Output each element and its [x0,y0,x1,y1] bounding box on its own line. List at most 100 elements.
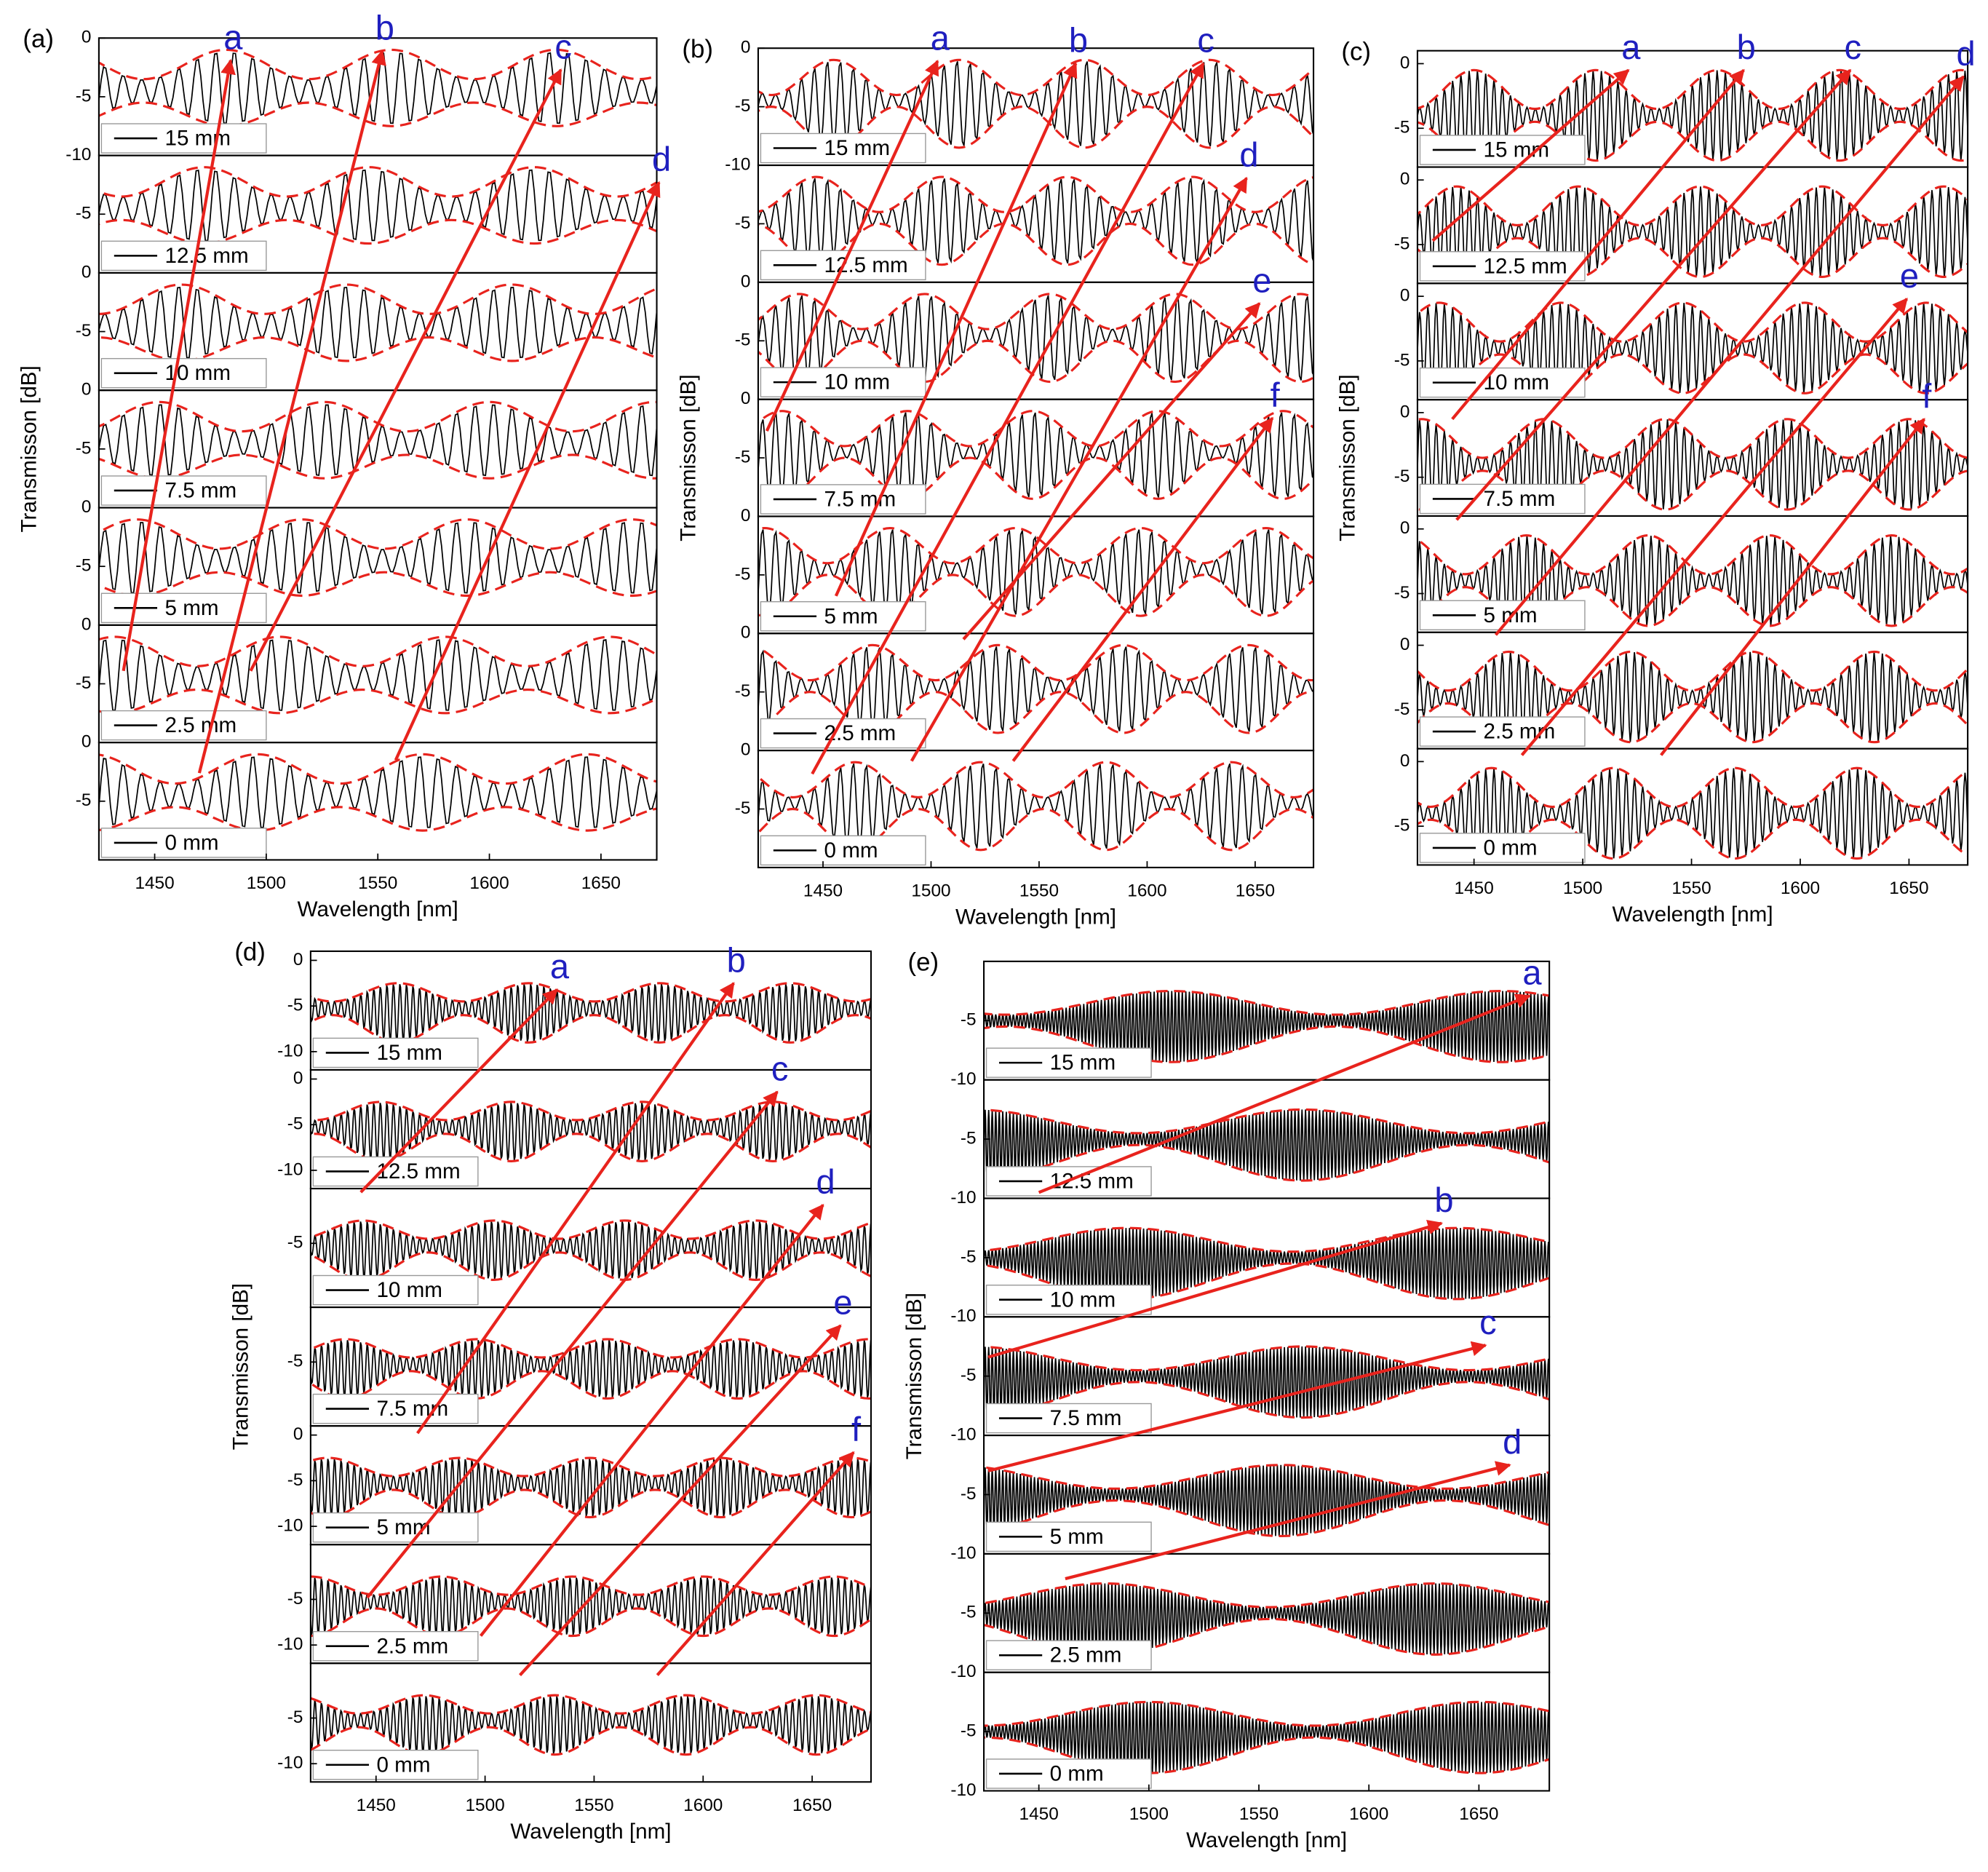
arrow [1660,418,1925,756]
annotation-label: b [727,940,746,979]
subplot [1417,185,1968,279]
envelope-upper [310,1575,871,1596]
subplot [1417,766,1968,860]
annotation-label: c [1844,28,1861,66]
annotation-label: b [375,9,394,47]
y-axis-label: Transmisson [dB] [17,365,41,532]
x-tick-label: 1650 [581,873,621,893]
y-tick-label: -5 [735,798,751,818]
legend-box [760,835,926,866]
annotation-label: a [1522,953,1542,992]
y-tick-label: 0 [81,262,92,282]
envelope-lower [310,1607,871,1638]
y-tick-label: 0 [293,950,303,969]
envelope-upper [310,1100,871,1122]
legend-label: 0 mm [824,838,878,862]
arrow [962,302,1261,640]
fringe-trace [310,1221,871,1280]
y-tick-label: 0 [741,623,751,643]
arrow [834,62,1078,597]
envelope-upper [310,1456,871,1478]
subplot [984,1700,1550,1774]
arrow [366,1090,779,1599]
envelope-upper [984,1464,1550,1490]
fringe-trace [1417,419,1968,509]
y-tick-label: -5 [1394,816,1410,836]
legend-label: 7.5 mm [165,479,237,503]
x-tick-label: 1550 [1019,881,1059,900]
legend-label: 5 mm [165,596,219,620]
legend-label: 10 mm [376,1278,442,1302]
x-tick-label: 1600 [469,873,509,893]
envelope-upper [310,1219,871,1240]
legend-label: 15 mm [376,1041,442,1065]
annotation-label: c [771,1050,789,1088]
y-tick-label: -5 [961,1010,977,1030]
fringe-trace [984,1702,1550,1774]
x-tick-label: 1600 [1781,879,1820,898]
y-tick-label: -10 [277,1041,303,1060]
envelope-upper [984,1345,1550,1372]
annotation-label: a [550,947,570,985]
y-tick-label: -5 [76,204,92,223]
subplot [98,48,657,127]
x-tick-label: 1550 [358,873,397,893]
y-tick-label: -5 [76,86,92,106]
envelope-lower [984,1617,1550,1656]
y-tick-label: -10 [277,1753,303,1773]
y-tick-label: -5 [735,564,751,584]
subplot [310,1694,871,1756]
envelope-lower [758,574,1314,617]
fringe-trace [984,1346,1550,1418]
envelope-upper [758,643,1314,682]
arrow [987,1341,1487,1472]
x-tick-label: 1450 [357,1796,396,1815]
legend-label: 2.5 mm [165,713,237,737]
y-tick-label: -5 [76,556,92,576]
x-tick-label: 1450 [1455,879,1494,898]
y-tick-label: -5 [76,673,92,693]
arrow [122,58,236,672]
y-tick-label: 0 [1400,751,1410,771]
x-axis-label: Wavelength [nm] [1186,1828,1347,1852]
envelope-upper [758,410,1314,448]
x-tick-label: 1500 [1563,879,1602,898]
legend-label: 15 mm [165,127,231,151]
arrow [197,49,386,774]
subplot [984,1345,1550,1419]
arrow [394,181,661,761]
arrow [1455,68,1852,521]
annotation-label: a [1621,28,1641,66]
x-tick-label: 1600 [683,1796,723,1815]
subplot [1417,301,1968,394]
x-axis-label: Wavelength [nm] [955,905,1116,929]
annotation-label: e [1900,256,1919,295]
subplot [98,283,657,362]
y-axis-label: Transmisson [dB] [902,1293,926,1459]
envelope-lower [984,1499,1550,1538]
envelope-lower [984,1143,1550,1182]
y-tick-label: 0 [1400,286,1410,306]
annotation-label: c [554,27,572,66]
panel-label: (e) [908,948,939,977]
x-axis-label: Wavelength [nm] [510,1820,671,1844]
y-tick-label: -10 [277,1516,303,1536]
arrow [1451,68,1745,421]
legend-label: 2.5 mm [1484,720,1556,744]
x-tick-label: 1650 [1459,1804,1498,1824]
panel-label: (d) [234,938,266,967]
arrow [1431,68,1630,242]
envelope-upper [98,518,657,550]
y-axis-label: Transmisson [dB] [1336,374,1360,541]
fringe-trace [98,169,657,242]
fringe-trace [310,1459,871,1517]
legend-box [100,240,267,271]
x-tick-label: 1500 [1129,1804,1169,1824]
subplot [1417,68,1968,162]
envelope-upper [98,283,657,315]
envelope-upper [758,58,1314,97]
envelope-upper [984,1226,1550,1253]
y-tick-label: -5 [1394,234,1410,253]
y-tick-label: 0 [741,389,751,408]
